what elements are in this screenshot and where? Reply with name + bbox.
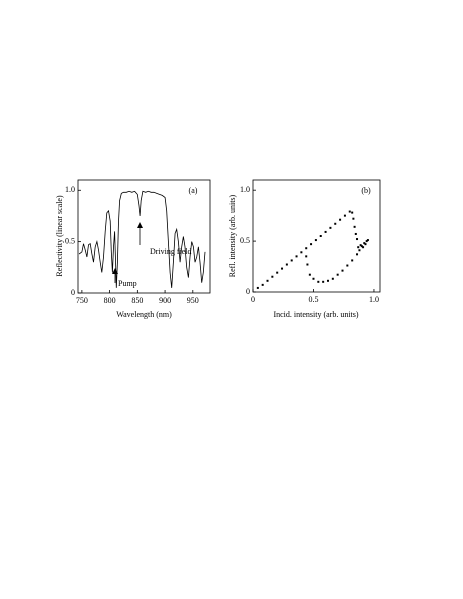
point [271, 275, 274, 278]
arrow-head [137, 222, 143, 228]
point [343, 214, 346, 217]
x-tick-label: 1.0 [369, 295, 379, 304]
y-tick-label: 1.0 [240, 185, 250, 194]
y-tick-label: 1.0 [65, 185, 75, 194]
point [360, 245, 363, 248]
point [276, 271, 279, 274]
point [348, 210, 351, 213]
point [322, 280, 325, 283]
x-tick-label: 900 [159, 296, 171, 305]
point [329, 226, 332, 229]
x-tick-label: 750 [76, 296, 88, 305]
y-axis-title: Reflectivity (linear scale) [55, 195, 64, 277]
point [358, 249, 361, 252]
point [359, 244, 362, 247]
panel-label: (b) [361, 186, 371, 195]
plot-frame [77, 179, 211, 294]
point [351, 211, 354, 214]
x-tick-label: 0.5 [308, 295, 318, 304]
annotation: Driving field [150, 247, 192, 256]
point [354, 232, 357, 235]
point [353, 225, 356, 228]
point [356, 253, 359, 256]
point [305, 247, 308, 250]
x-tick-label: 950 [187, 296, 199, 305]
x-axis-title: Incid. intensity (arb. units) [273, 310, 358, 319]
point [305, 255, 308, 258]
point [363, 242, 366, 245]
point [352, 217, 355, 220]
point [266, 279, 269, 282]
y-tick-label: 0 [246, 287, 250, 296]
annotation: Pump [118, 279, 137, 288]
spectrum-line [78, 190, 206, 288]
point [306, 263, 309, 266]
plot-frame [252, 179, 381, 293]
point [362, 246, 365, 249]
point [256, 286, 259, 289]
point [308, 273, 311, 276]
y-tick-label: 0 [71, 288, 75, 297]
point [300, 251, 303, 254]
y-tick-label: 0.5 [65, 236, 75, 245]
point [346, 264, 349, 267]
point [317, 280, 320, 283]
point [339, 218, 342, 221]
x-tick-label: 0 [251, 295, 255, 304]
point [356, 238, 359, 241]
x-tick-label: 800 [104, 296, 116, 305]
point [341, 269, 344, 272]
point [319, 235, 322, 237]
point [314, 239, 317, 242]
panel-label: (a) [189, 186, 198, 195]
x-axis-title: Wavelength (nm) [116, 310, 172, 319]
y-tick-label: 0.5 [240, 236, 250, 245]
point [261, 283, 264, 286]
point [351, 259, 354, 262]
point [334, 222, 337, 225]
y-axis-title: Refl. intensity (arb. units) [228, 194, 237, 277]
point [366, 239, 369, 242]
point [324, 230, 327, 233]
point [310, 243, 313, 246]
point [295, 255, 298, 258]
arrow-head [112, 268, 118, 274]
point [357, 246, 360, 249]
point [331, 277, 334, 280]
point [312, 277, 315, 280]
point [364, 243, 367, 246]
x-tick-label: 850 [131, 296, 143, 305]
point [285, 263, 288, 266]
point [365, 240, 368, 243]
point [290, 259, 293, 262]
point [326, 279, 329, 282]
point [336, 273, 339, 276]
point [281, 267, 284, 270]
